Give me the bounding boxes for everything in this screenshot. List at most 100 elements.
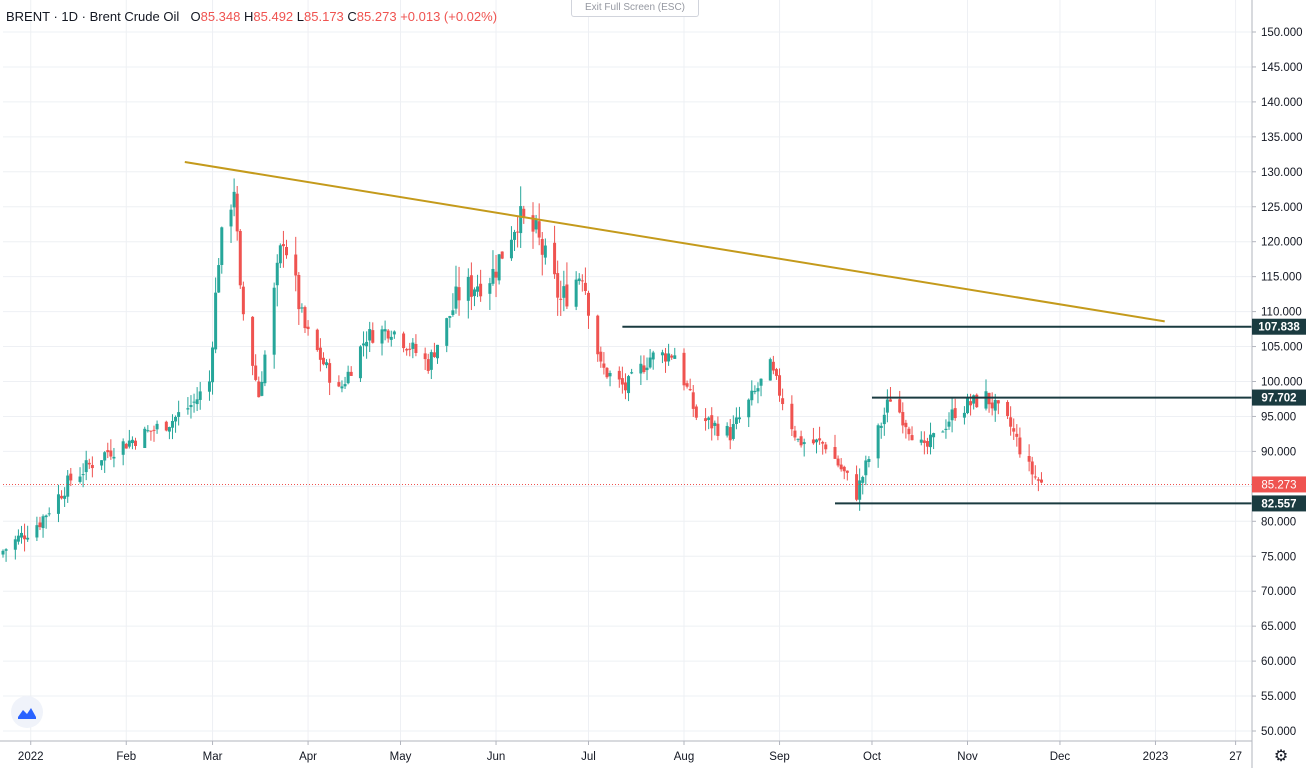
candle-body xyxy=(1,550,5,555)
gear-icon[interactable]: ⚙ xyxy=(1273,748,1289,765)
candle-body xyxy=(953,408,957,419)
candle-body xyxy=(174,416,178,422)
level-label-bg xyxy=(1252,495,1306,512)
candle xyxy=(103,451,107,473)
candle xyxy=(818,426,822,445)
candle-body xyxy=(688,389,692,391)
candle xyxy=(127,429,131,449)
price-axis[interactable] xyxy=(1252,0,1314,768)
candle xyxy=(371,322,375,344)
candle xyxy=(84,450,88,481)
candle-body xyxy=(694,406,698,418)
candle-body xyxy=(858,480,862,500)
candle-body xyxy=(445,318,449,346)
candle-body xyxy=(349,371,353,376)
candle-body xyxy=(713,422,717,426)
candle-body xyxy=(451,310,455,315)
candle-body xyxy=(885,399,889,413)
candle-body xyxy=(189,405,193,408)
candle xyxy=(950,397,954,433)
candle xyxy=(35,516,39,542)
candle xyxy=(577,273,581,285)
candle-body xyxy=(802,442,806,445)
y-tick-label: 90.000 xyxy=(1261,446,1296,458)
candle xyxy=(888,386,892,402)
candle-body xyxy=(134,440,138,446)
candle-body xyxy=(476,286,480,292)
candle-body xyxy=(100,460,104,466)
candle-body xyxy=(993,400,997,411)
candle-body xyxy=(263,354,267,384)
x-tick-label: Jul xyxy=(581,751,596,763)
candle xyxy=(491,250,495,286)
candle-body xyxy=(553,242,557,275)
candle-body xyxy=(774,369,778,376)
candle xyxy=(251,316,255,376)
candle-body xyxy=(605,367,609,378)
candle xyxy=(660,349,664,364)
legend-interval[interactable]: 1D xyxy=(61,9,79,24)
candle xyxy=(494,254,498,298)
candle-body xyxy=(583,282,587,291)
candle-body xyxy=(177,412,181,417)
last-price-label-bg xyxy=(1252,476,1306,493)
candle xyxy=(540,231,544,276)
candle-body xyxy=(78,476,82,482)
candle xyxy=(664,347,668,373)
candle xyxy=(220,226,224,274)
candle-body xyxy=(241,286,245,315)
candle-body xyxy=(346,371,350,384)
candle-body xyxy=(842,466,846,472)
candle-body xyxy=(1012,428,1016,432)
tradingview-logo-icon[interactable] xyxy=(11,696,43,728)
candle xyxy=(189,395,193,419)
candle xyxy=(725,422,729,438)
candle-body xyxy=(944,428,948,431)
candle-body xyxy=(879,425,883,428)
candle xyxy=(793,425,797,441)
candle-body xyxy=(325,362,329,366)
drawings[interactable] xyxy=(3,161,1252,505)
y-tick-label: 80.000 xyxy=(1261,516,1296,528)
candle xyxy=(435,344,439,364)
candle-body xyxy=(617,370,621,380)
level-label: 82.557 xyxy=(1261,498,1296,510)
candle xyxy=(947,412,951,430)
candle-body xyxy=(1015,433,1019,437)
candle-body xyxy=(642,365,646,373)
candle-body xyxy=(380,329,384,344)
candle-body xyxy=(457,287,461,301)
trendline[interactable] xyxy=(184,161,1165,323)
candle xyxy=(907,426,911,441)
legend-change: +0.013 (+0.02%) xyxy=(400,9,498,24)
candle-body xyxy=(146,430,150,432)
candle-body xyxy=(824,444,828,450)
candle xyxy=(47,507,51,517)
candle-body xyxy=(127,440,131,447)
candle-body xyxy=(577,278,581,282)
candle-body xyxy=(602,363,606,368)
legend-symbol[interactable]: BRENT xyxy=(6,9,50,24)
candle xyxy=(673,347,677,359)
time-axis[interactable] xyxy=(0,741,1252,768)
candle xyxy=(922,431,926,455)
exit-fullscreen-button[interactable]: Exit Full Screen (ESC) xyxy=(571,0,699,17)
candle xyxy=(1030,456,1034,485)
candle-body xyxy=(731,424,735,439)
candle-body xyxy=(818,438,822,441)
candle xyxy=(574,271,578,311)
candle-body xyxy=(882,414,886,425)
candle-body xyxy=(901,412,905,426)
candle-body xyxy=(710,415,714,429)
candle xyxy=(750,380,754,406)
candle xyxy=(281,230,285,268)
candle-body xyxy=(833,447,837,459)
candle xyxy=(346,365,350,385)
candle-body xyxy=(962,412,966,418)
candle xyxy=(164,420,168,432)
candle-body xyxy=(922,440,926,443)
candle xyxy=(192,393,196,413)
